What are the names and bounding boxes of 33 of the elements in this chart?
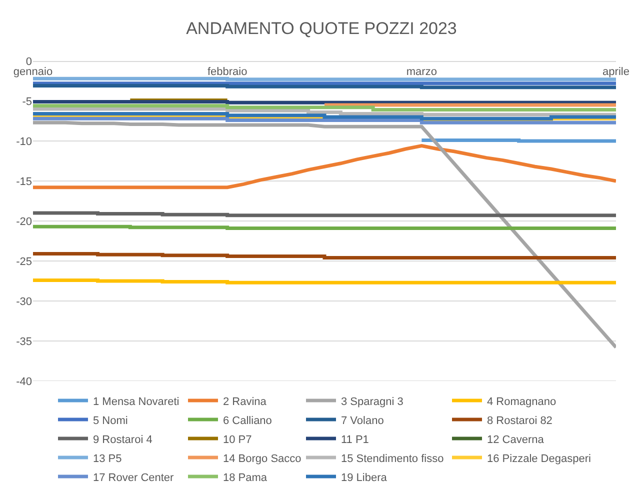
y-tick-label: -20 xyxy=(16,216,32,228)
x-tick-label: gennaio xyxy=(13,66,53,78)
legend-label: 9 Rostaroi 4 xyxy=(93,434,152,446)
y-tick-label: -5 xyxy=(22,96,32,108)
y-tick-label: -10 xyxy=(16,136,32,148)
x-tick-label: aprile xyxy=(602,66,630,78)
legend-label: 7 Volano xyxy=(341,414,384,427)
legend-label: 2 Ravina xyxy=(223,396,268,408)
legend-label: 19 Libera xyxy=(341,472,388,484)
chart-title: ANDAMENTO QUOTE POZZI 2023 xyxy=(186,18,457,38)
y-tick-label: -35 xyxy=(16,336,32,348)
legend-label: 12 Caverna xyxy=(487,434,545,446)
legend-label: 13 P5 xyxy=(93,452,122,465)
x-tick-label: marzo xyxy=(406,66,437,78)
legend-label: 10 P7 xyxy=(223,434,252,446)
x-tick-label: febbraio xyxy=(207,66,248,78)
y-tick-label: 0 xyxy=(26,56,32,68)
legend-label: 5 Nomi xyxy=(93,414,128,427)
legend-label: 1 Mensa Novareti xyxy=(93,396,180,408)
legend-label: 8 Rostaroi 82 xyxy=(487,414,552,427)
legend-label: 16 Pizzale Degasperi xyxy=(487,452,591,465)
legend-label: 15 Stendimento fisso xyxy=(341,452,444,465)
legend-label: 6 Calliano xyxy=(223,414,272,427)
legend-label: 11 P1 xyxy=(341,434,369,446)
legend-label: 3 Sparagni 3 xyxy=(341,396,404,408)
legend-label: 4 Romagnano xyxy=(487,396,556,408)
y-tick-label: -15 xyxy=(16,176,32,188)
legend-label: 17 Rover Center xyxy=(93,472,174,484)
y-tick-label: -25 xyxy=(16,256,32,268)
y-tick-label: -30 xyxy=(16,296,32,308)
y-tick-label: -40 xyxy=(16,376,32,388)
legend-label: 18 Pama xyxy=(223,472,268,484)
legend-label: 14 Borgo Sacco xyxy=(223,452,302,465)
